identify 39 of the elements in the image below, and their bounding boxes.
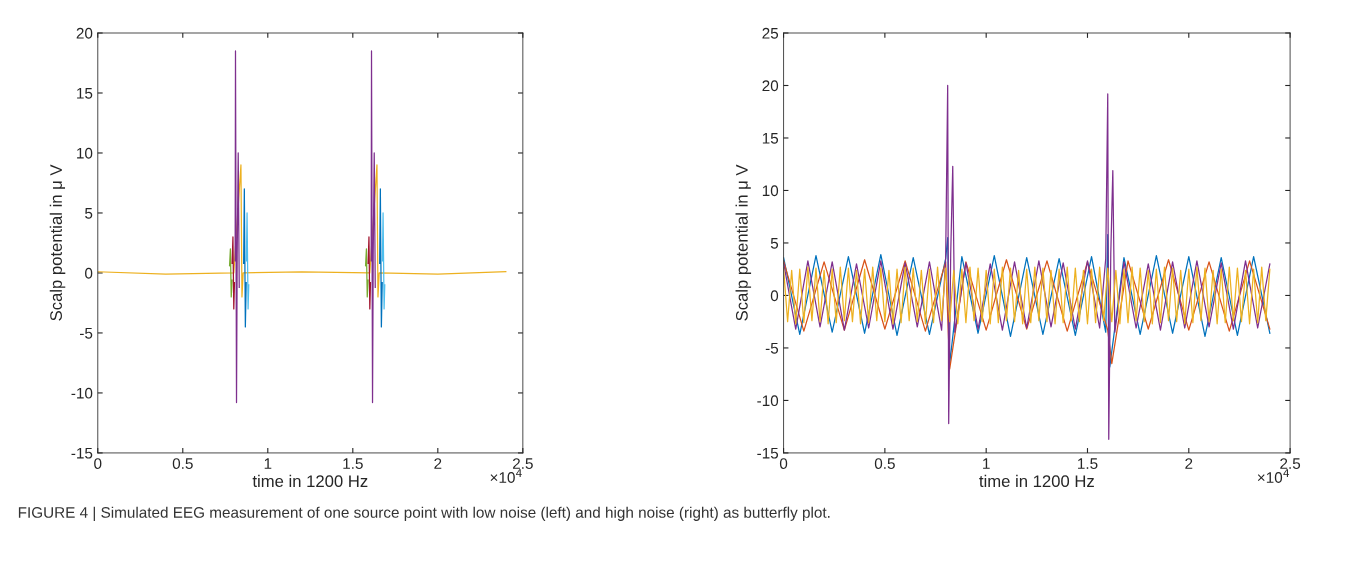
y-tick-label: -5 (80, 327, 93, 339)
y-tick-label: 0 (85, 267, 93, 279)
y-tick-label: -5 (765, 342, 779, 354)
y-tick-label: 25 (762, 27, 779, 39)
x-tick-label: 2.5 (1280, 458, 1301, 470)
y-tick-label: 0 (770, 290, 779, 302)
y-tick-label: -10 (757, 395, 779, 407)
y-tick-label: 10 (77, 147, 93, 159)
y-tick-label: -15 (757, 447, 779, 459)
y-tick-label: 20 (76, 27, 93, 39)
y-tick-label: 15 (762, 133, 779, 144)
line-series (783, 259, 1271, 370)
text: ×10$^{4}$ (490, 469, 522, 483)
line-series (783, 266, 1271, 325)
x-tick-label: 2 (434, 458, 442, 469)
x-axis-title: time in 1200 Hz (979, 474, 1094, 488)
x-tick-label: 1 (983, 458, 990, 469)
y-tick-label: -15 (71, 447, 93, 459)
x-tick-label: 2.5 (512, 458, 533, 470)
line-series (783, 84, 1271, 440)
y-tick-label: 10 (762, 185, 779, 197)
x-tick-label: 0 (94, 458, 102, 470)
caption: FIGURE 4 | Simulated EEG measurement of one source point with low noise (left) and high noise (right) as butterfly plot. (18, 506, 830, 521)
y-tick-label: 20 (762, 80, 779, 92)
x-tick-label: 1.5 (343, 458, 363, 470)
x-axis-title: time in 1200 Hz (252, 474, 368, 488)
x-tick-label: 0.5 (172, 458, 193, 470)
text: ×10$^{4}$ (1257, 469, 1290, 483)
y-axis-title: Scalp potential in μ V (49, 164, 66, 321)
x-tick-label: 0 (779, 458, 788, 470)
y-tick-label: -10 (71, 387, 93, 399)
y-axis-title: Scalp potential in μ V (735, 164, 752, 321)
x-tick-label: 0.5 (874, 458, 895, 470)
x-tick-label: 1 (264, 458, 272, 469)
y-tick-label: 5 (770, 237, 779, 249)
x-tick-label: 1.5 (1078, 458, 1098, 470)
x-tick-label: 2 (1185, 458, 1193, 469)
y-tick-label: 5 (85, 207, 93, 219)
y-tick-label: 15 (77, 88, 93, 99)
